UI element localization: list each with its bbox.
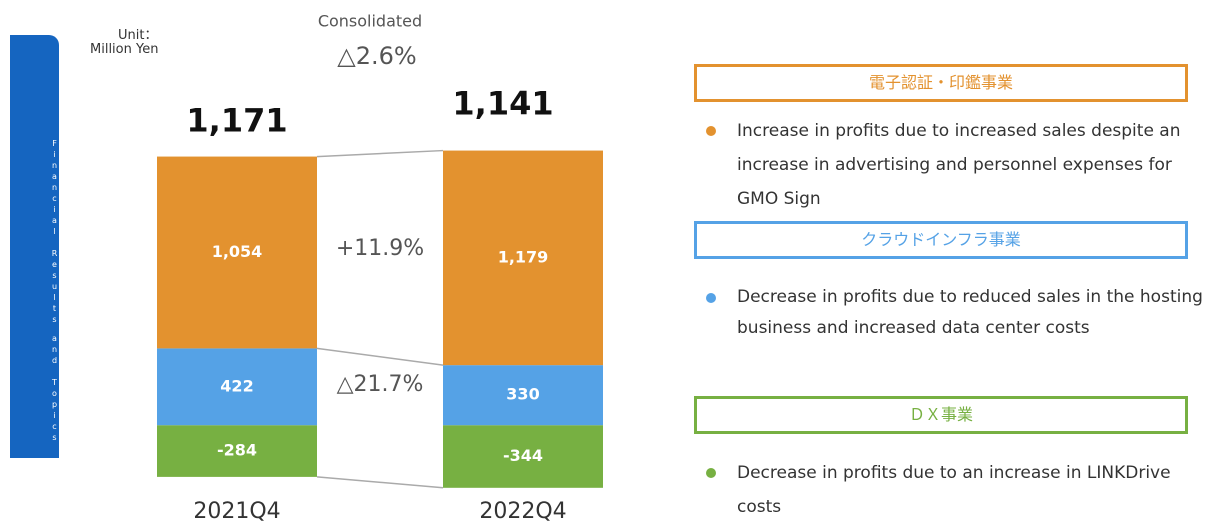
bullet [706, 468, 716, 478]
unit-label: Unit： [118, 28, 158, 43]
value-label: 330 [506, 385, 539, 404]
connector-line [316, 149, 444, 158]
change-label: △21.7% [337, 372, 424, 397]
segment-title: 電子認証・印鑑事業 [694, 64, 1188, 102]
x-tick-label: 2021Q4 [193, 499, 280, 524]
value-label: 422 [220, 376, 253, 395]
total-label: 1,171 [186, 102, 287, 140]
value-label: -284 [217, 441, 257, 460]
sidebar: Financial Results and Topics [10, 35, 59, 458]
unit: Million Yen [90, 42, 159, 57]
bullet [706, 292, 716, 303]
value-label: -344 [503, 446, 543, 465]
segment-note: Increase in profits due to increased sal… [706, 114, 1212, 216]
segment-title: クラウドインフラ事業 [694, 221, 1188, 259]
segment-title: ＤＸ事業 [694, 396, 1188, 434]
value-label: 1,179 [498, 247, 549, 266]
connector-line [316, 476, 444, 489]
x-tick-label: 2022Q4 [479, 499, 566, 524]
value-label: 1,054 [212, 242, 263, 261]
consolidated-change: △2.6% [337, 42, 416, 70]
connector-line [316, 347, 444, 366]
bar-segment [157, 156, 317, 349]
bar-segment [443, 425, 603, 488]
bar-segment [443, 365, 603, 426]
segment-note: Decrease in profits due to an increase i… [706, 456, 1212, 524]
change-label: +11.9% [336, 236, 424, 261]
sidebar-text: Financial Results [50, 139, 59, 326]
bar-segment [157, 348, 317, 426]
sidebar-text: and Topics [50, 334, 59, 444]
total-label: 1,141 [452, 85, 553, 123]
consolidated-label: Consolidated [318, 12, 422, 31]
segment-note: Decrease in profits due to reduced sales… [706, 282, 1212, 344]
bullet [706, 126, 716, 136]
bar-segment [443, 150, 603, 366]
bar-segment [157, 425, 317, 477]
